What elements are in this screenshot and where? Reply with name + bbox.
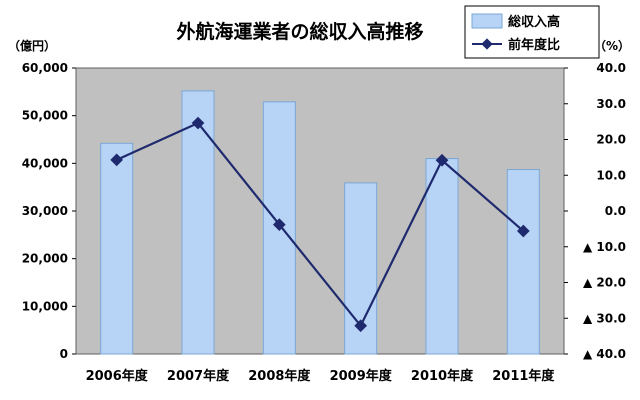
legend-line-marker [481, 38, 493, 50]
right-tick-label: ▲ 40.0 [583, 347, 626, 361]
legend-bar-swatch [471, 13, 503, 29]
right-tick-label: ▲ 20.0 [583, 276, 626, 290]
left-tick-label: 50,000 [22, 109, 68, 123]
left-tick-label: 40,000 [22, 156, 68, 170]
category-label: 2011年度 [492, 368, 555, 384]
right-tick-label: 40.0 [596, 61, 626, 75]
category-label: 2007年度 [167, 368, 230, 384]
yoy-point-2009年度 [354, 319, 368, 333]
yoy-point-2008年度 [272, 218, 286, 231]
category-label: 2006年度 [86, 368, 149, 384]
bar-2011年度 [506, 169, 540, 355]
right-tick-label: ▲ 30.0 [583, 311, 626, 325]
category-axis: 2006年度 2007年度 2008年度 2009年度 2010年度 2011年度 [86, 368, 556, 384]
line-series [110, 116, 530, 333]
plot-area [75, 67, 565, 355]
yoy-point-2007年度 [191, 116, 205, 130]
yoy-point-2006年度 [110, 153, 124, 167]
right-tick-label: 30.0 [596, 97, 626, 111]
right-axis: 40.0 30.0 20.0 10.0 0.0 ▲ 10.0 ▲ 20.0 ▲ 30.0 ▲ 4… [564, 61, 626, 361]
left-tick-label: 10,000 [22, 299, 68, 313]
left-tick-label: 0 [60, 347, 68, 361]
legend: 総収入高 前年度比 [464, 5, 600, 59]
right-tick-label: ▲ 10.0 [583, 240, 626, 254]
left-axis-unit: （億円） [8, 38, 56, 53]
left-axis: 0 10,000 20,000 30,000 40,000 50,000 60,000 [22, 61, 76, 361]
right-tick-label: 0.0 [605, 204, 626, 218]
left-tick-label: 30,000 [22, 204, 68, 218]
right-axis-unit: （%） [594, 38, 630, 53]
legend-line-label: 前年度比 [508, 37, 560, 53]
right-tick-label: 10.0 [596, 168, 626, 182]
chart-title: 外航海運業者の総収入高推移 [176, 20, 423, 43]
left-tick-label: 60,000 [22, 61, 68, 75]
bar-2010年度 [425, 158, 459, 355]
category-label: 2008年度 [248, 368, 311, 384]
bar-2007年度 [181, 90, 215, 355]
bar-2008年度 [262, 101, 296, 355]
yoy-line [116, 121, 525, 328]
right-tick-label: 20.0 [596, 133, 626, 147]
left-tick-label: 20,000 [22, 252, 68, 266]
category-label: 2009年度 [330, 368, 393, 384]
yoy-point-2010年度 [435, 153, 449, 167]
bar-2006年度 [100, 142, 134, 355]
category-label: 2010年度 [411, 368, 474, 384]
legend-bar-label: 総収入高 [508, 14, 560, 30]
